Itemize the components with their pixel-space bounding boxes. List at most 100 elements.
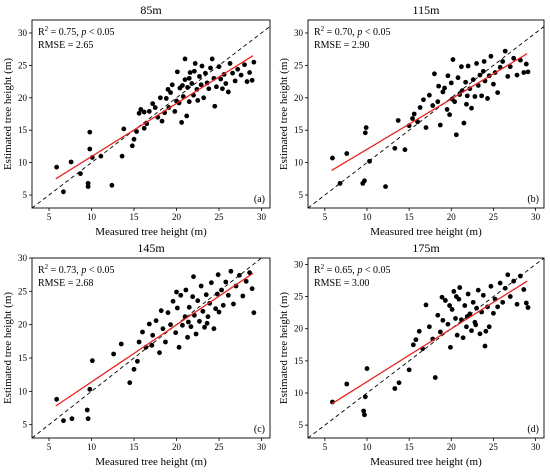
- data-point: [85, 180, 91, 186]
- data-point: [220, 302, 226, 308]
- data-point: [182, 56, 188, 62]
- data-point: [119, 153, 125, 159]
- data-point: [201, 95, 207, 101]
- x-tick-label: 30: [257, 212, 267, 222]
- x-tick-label: 25: [489, 212, 499, 222]
- y-tick-label: 25: [18, 286, 28, 296]
- data-point: [187, 70, 193, 75]
- data-point: [244, 79, 250, 84]
- r2-annotation: R2 = 0.75, p < 0.05: [38, 25, 114, 38]
- rmse-annotation: RMSE = 3.00: [314, 278, 369, 289]
- data-point: [186, 304, 192, 310]
- y-tick-label: 10: [294, 158, 304, 168]
- data-point: [439, 294, 445, 300]
- data-point: [453, 132, 459, 138]
- data-point: [413, 337, 419, 343]
- data-point: [392, 386, 398, 391]
- data-point: [330, 155, 335, 161]
- data-point: [469, 105, 474, 111]
- data-point: [447, 303, 452, 308]
- data-point: [491, 81, 496, 87]
- data-point: [87, 146, 93, 152]
- y-tick-label: 10: [294, 388, 304, 398]
- data-point: [176, 344, 182, 350]
- data-point: [472, 94, 478, 99]
- data-point: [461, 120, 467, 126]
- panel-a: 5 10 15 20 25 30 5 10 15 20 25 30 85m (a) Measured tre…: [2, 3, 271, 238]
- panel-title: 145m: [137, 241, 165, 255]
- data-point: [203, 292, 209, 298]
- data-point: [197, 318, 202, 324]
- data-point: [170, 298, 176, 304]
- x-tick-label: 10: [363, 212, 373, 222]
- data-point: [523, 300, 529, 306]
- data-point: [68, 159, 74, 165]
- one-to-one-line: [32, 26, 270, 208]
- data-point: [475, 287, 481, 293]
- data-point: [511, 55, 517, 61]
- x-tick-label: 15: [405, 212, 415, 222]
- data-point: [251, 59, 257, 65]
- data-point: [432, 375, 438, 380]
- data-point: [453, 294, 459, 299]
- data-point: [193, 331, 199, 337]
- x-tick-label: 30: [531, 442, 541, 452]
- data-point: [227, 61, 233, 66]
- y-tick-label: 20: [18, 93, 28, 103]
- data-point: [453, 316, 458, 321]
- plot-frame: [31, 19, 271, 209]
- data-point: [98, 153, 104, 159]
- data-point: [121, 126, 127, 132]
- data-point: [146, 109, 152, 114]
- y-axis-label: Estimated tree height (m): [2, 58, 14, 170]
- y-tick-label: 5: [299, 190, 304, 200]
- data-point: [430, 103, 436, 108]
- data-point: [451, 289, 457, 294]
- data-point: [525, 305, 531, 310]
- data-point: [423, 302, 429, 308]
- data-point: [465, 63, 471, 69]
- data-point: [127, 380, 133, 386]
- data-point: [173, 330, 179, 336]
- data-point: [485, 96, 490, 101]
- data-point: [426, 92, 432, 98]
- data-point: [136, 110, 142, 116]
- data-point: [202, 324, 207, 330]
- data-point: [464, 324, 469, 330]
- data-point: [392, 145, 398, 151]
- data-point: [395, 118, 401, 123]
- rmse-annotation: RMSE = 2.90: [314, 40, 369, 51]
- y-axis-label: Estimated tree height (m): [278, 58, 290, 170]
- data-point: [157, 350, 162, 356]
- data-point: [469, 328, 474, 334]
- data-point: [165, 310, 171, 316]
- data-point: [505, 272, 511, 278]
- data-point: [118, 341, 124, 347]
- panel-label: (a): [254, 194, 265, 205]
- data-point: [214, 84, 219, 90]
- data-point: [486, 324, 492, 330]
- data-point: [218, 76, 224, 82]
- data-point: [174, 305, 180, 311]
- data-point: [243, 278, 249, 284]
- data-point: [153, 318, 159, 324]
- data-point: [396, 380, 402, 386]
- data-point: [230, 70, 236, 76]
- data-point: [402, 147, 408, 153]
- data-point: [470, 299, 476, 305]
- y-tick-label: 15: [294, 356, 304, 366]
- x-tick-label: 25: [215, 212, 225, 222]
- data-point: [87, 129, 93, 135]
- data-point: [477, 331, 483, 337]
- data-point: [149, 342, 155, 348]
- data-point: [447, 112, 452, 118]
- panel-label: (d): [527, 424, 539, 435]
- data-point: [514, 72, 520, 78]
- data-point: [216, 309, 222, 315]
- regression-line: [55, 55, 254, 180]
- y-tick-label: 15: [294, 125, 304, 135]
- data-point: [242, 62, 247, 68]
- panel-b: 5 10 15 20 25 30 5 10 15 20 25 30 115m (b) Measured tr…: [278, 3, 545, 238]
- data-point: [150, 101, 156, 107]
